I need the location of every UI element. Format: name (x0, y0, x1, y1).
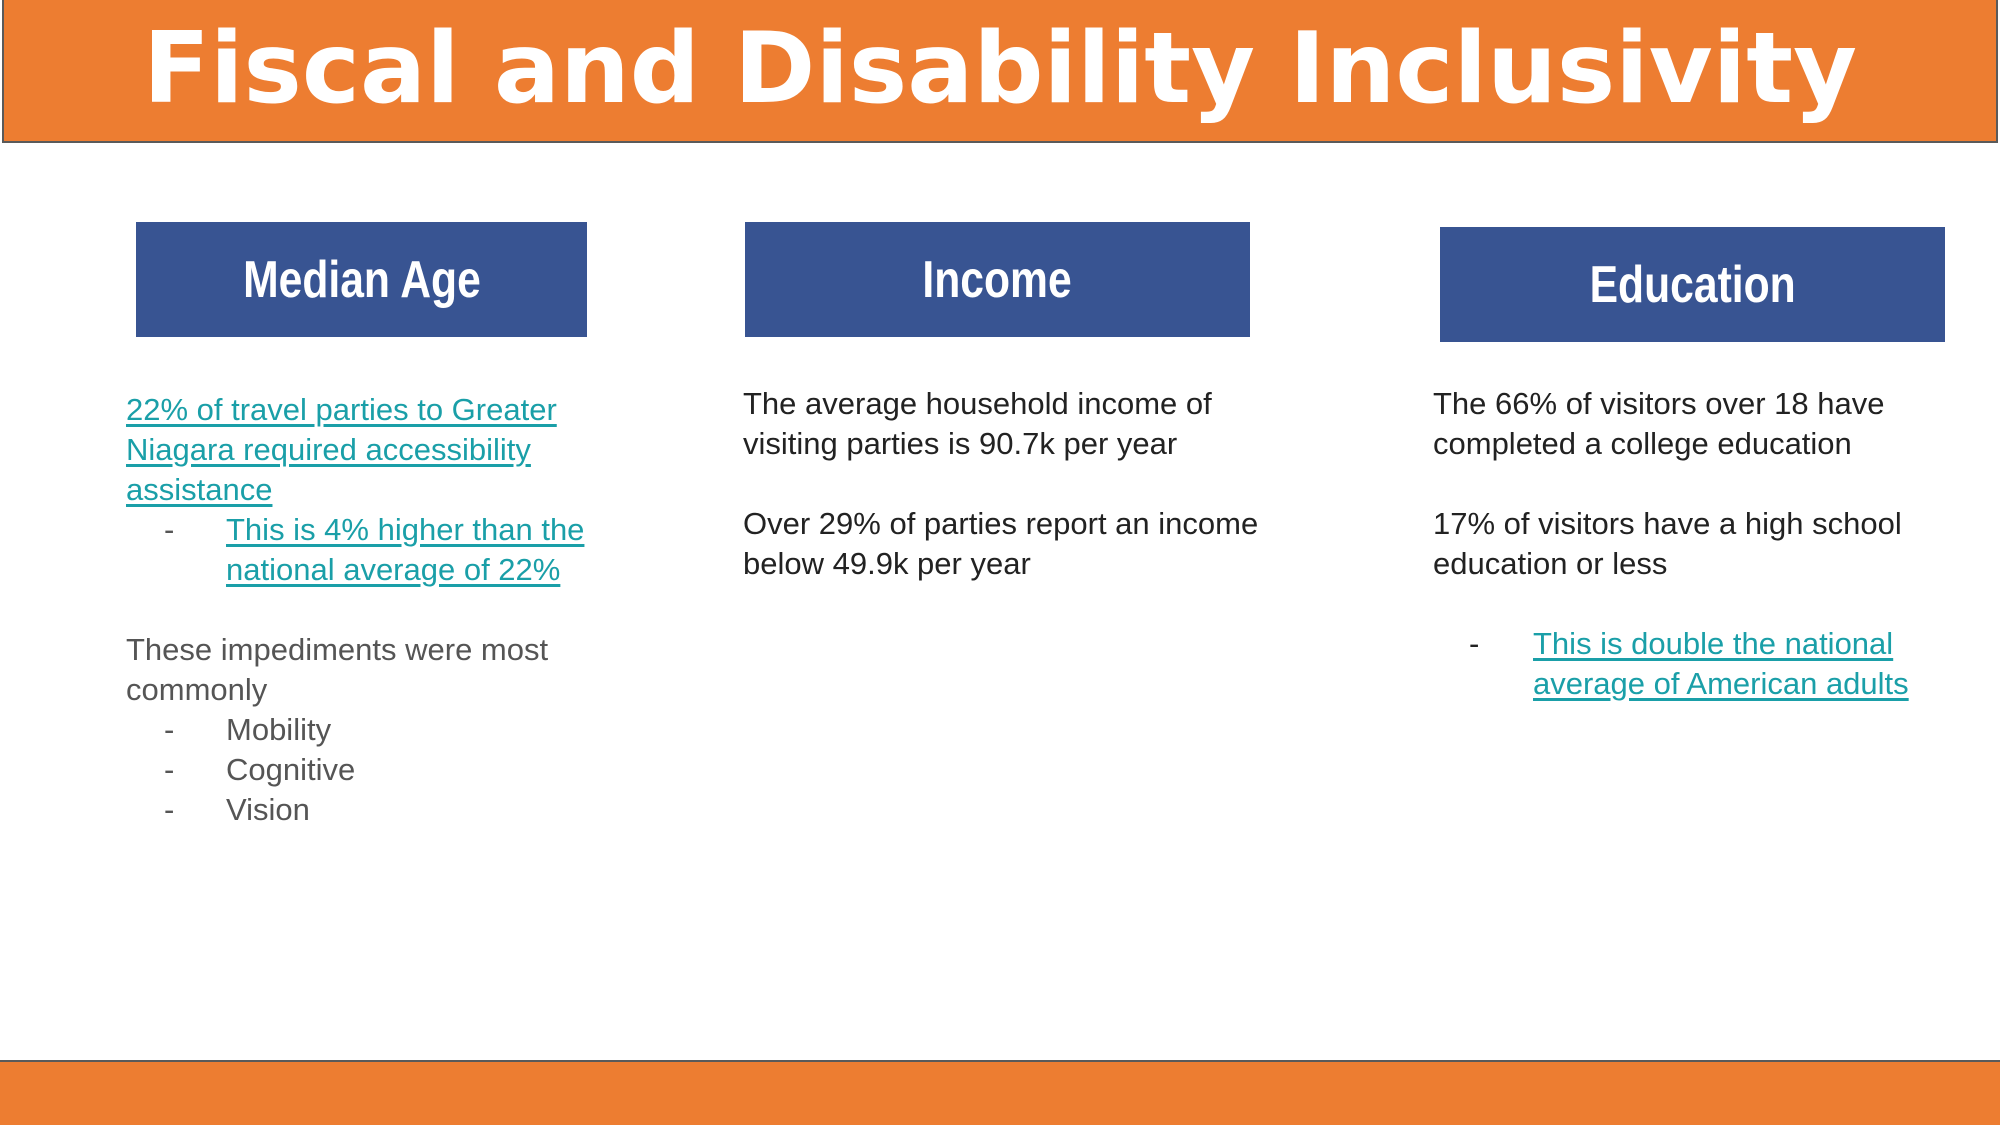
bullet-dash: - (1469, 626, 1480, 661)
median-age-column: 22% of travel parties to Greater Niagara… (126, 390, 646, 830)
income-below-text: Over 29% of parties report an income bel… (743, 506, 1259, 581)
impediment-vision: Vision (226, 792, 310, 827)
impediment-item: - Vision (126, 790, 646, 830)
impediment-item: - Cognitive (126, 750, 646, 790)
impediment-item: - Mobility (126, 710, 646, 750)
median-age-header-label: Median Age (242, 250, 481, 309)
national-average-link[interactable]: This is 4% higher than the national aver… (226, 512, 585, 587)
median-age-header: Median Age (136, 222, 587, 337)
footer-banner (0, 1060, 2000, 1125)
education-column: The 66% of visitors over 18 have complet… (1433, 384, 1973, 704)
title-banner: Fiscal and Disability Inclusivity (2, 0, 1998, 143)
double-national-link[interactable]: This is double the national average of A… (1533, 626, 1909, 701)
bullet-dash: - (164, 712, 175, 747)
slide-title: Fiscal and Disability Inclusivity (143, 11, 1857, 126)
impediments-text: These impediments were most commonly (126, 632, 549, 707)
accessibility-bullet: - This is 4% higher than the national av… (126, 510, 646, 590)
income-column: The average household income of visiting… (743, 384, 1303, 584)
impediment-mobility: Mobility (226, 712, 332, 747)
bullet-dash: - (164, 752, 175, 787)
income-header: Income (745, 222, 1250, 337)
education-header: Education (1440, 227, 1945, 342)
income-header-label: Income (922, 250, 1073, 309)
income-average-text: The average household income of visiting… (743, 386, 1212, 461)
impediment-cognitive: Cognitive (226, 752, 356, 787)
accessibility-link[interactable]: 22% of travel parties to Greater Niagara… (126, 392, 557, 507)
bullet-dash: - (164, 792, 175, 827)
education-bullet: - This is double the national average of… (1433, 624, 1973, 704)
college-education-text: The 66% of visitors over 18 have complet… (1433, 386, 1885, 461)
bullet-dash: - (164, 512, 175, 547)
high-school-text: 17% of visitors have a high school educa… (1433, 506, 1902, 581)
education-header-label: Education (1589, 255, 1796, 314)
